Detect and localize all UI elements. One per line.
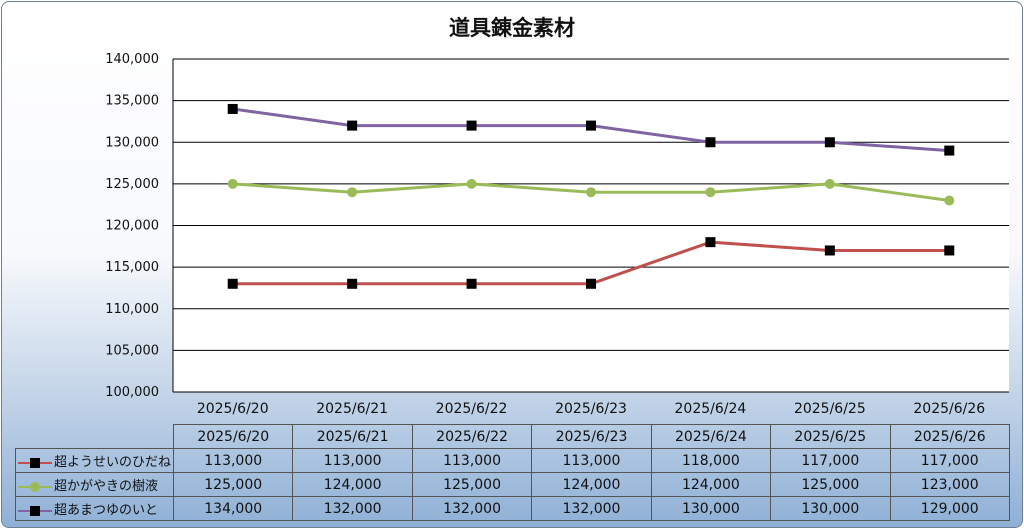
legend-label: 超かがやきの樹液 [54, 479, 159, 494]
data-point [705, 237, 716, 248]
data-point [705, 187, 716, 198]
table-row: 超あまつゆのいと 134,000 132,000 132,000 132,000 130,… [15, 496, 1010, 521]
table-cell: 129,000 [889, 496, 1010, 521]
data-point [824, 178, 835, 189]
data-point [466, 178, 477, 189]
table-cell: 132,000 [292, 496, 413, 521]
x-tick-label: 2025/6/20 [197, 401, 269, 417]
y-tick-label: 120,000 [105, 219, 159, 234]
table-cell: 130,000 [770, 496, 891, 521]
table-cell: 113,000 [531, 448, 652, 473]
table-cell: 124,000 [531, 472, 652, 497]
table-row: 超かがやきの樹液 125,000 124,000 125,000 124,000 124,… [15, 472, 1010, 497]
chart-title: 道具錬金素材 [449, 16, 575, 40]
table-corner [16, 425, 174, 449]
table-cell: 118,000 [650, 448, 772, 473]
table-cell: 113,000 [292, 448, 413, 473]
data-point [944, 195, 955, 206]
data-point [824, 137, 835, 148]
table-cell: 117,000 [889, 448, 1010, 473]
data-point [347, 120, 358, 131]
data-point [227, 103, 238, 114]
data-point [586, 278, 596, 289]
data-point [466, 278, 477, 289]
table-row: 超ようせいのひだね 113,000 113,000 113,000 113,000 118… [15, 448, 1010, 473]
legend-label: 超ようせいのひだね [54, 455, 172, 470]
legend-key [18, 457, 52, 469]
table-header-cell: 2025/6/26 [889, 424, 1010, 449]
table-header-cell: 2025/6/21 [292, 424, 413, 449]
data-table: 2025/6/20 2025/6/21 2025/6/22 2025/6/23 2025… [15, 424, 1010, 521]
legend-entry: 超ようせいのひだね [15, 448, 174, 473]
table-cell: 124,000 [650, 472, 772, 497]
data-point [227, 178, 238, 189]
y-tick-label: 100,000 [105, 385, 159, 400]
table-cell: 117,000 [770, 448, 891, 473]
table-cell: 130,000 [650, 496, 772, 521]
y-tick-label: 105,000 [105, 343, 159, 358]
table-cell: 134,000 [172, 496, 294, 521]
table-cell: 125,000 [172, 472, 294, 497]
table-cell: 132,000 [411, 496, 533, 521]
data-point [586, 187, 596, 198]
data-point [586, 120, 596, 131]
x-tick-label: 2025/6/26 [913, 401, 985, 417]
table-cell: 113,000 [172, 448, 294, 473]
y-tick-label: 110,000 [105, 302, 159, 317]
x-tick-label: 2025/6/23 [555, 401, 627, 417]
line-chart: 100,000 105,000 110,000 115,000 120,000 125,0… [105, 52, 1009, 417]
table-header-cell: 2025/6/23 [531, 424, 652, 449]
data-point [347, 187, 358, 198]
legend-entry: 超かがやきの樹液 [15, 472, 174, 497]
table-cell: 113,000 [411, 448, 533, 473]
data-point [227, 278, 238, 289]
x-tick-label: 2025/6/22 [436, 401, 508, 417]
table-cell: 132,000 [531, 496, 652, 521]
y-tick-label: 135,000 [105, 94, 159, 109]
y-tick-label: 130,000 [105, 135, 159, 150]
data-point [944, 145, 955, 156]
table-header-cell: 2025/6/20 [172, 424, 294, 449]
table-header-cell: 2025/6/25 [770, 424, 891, 449]
data-point [944, 245, 955, 256]
data-point [466, 120, 477, 131]
data-point [347, 278, 358, 289]
table-cell: 123,000 [889, 472, 1010, 497]
table-cell: 124,000 [292, 472, 413, 497]
y-tick-label: 140,000 [105, 52, 159, 67]
legend-label: 超あまつゆのいと [54, 503, 159, 518]
y-tick-label: 115,000 [105, 260, 159, 275]
x-tick-label: 2025/6/21 [316, 401, 388, 417]
data-point [824, 245, 835, 256]
table-cell: 125,000 [770, 472, 891, 497]
table-cell: 125,000 [411, 472, 533, 497]
table-header-cell: 2025/6/22 [411, 424, 533, 449]
table-header-cell: 2025/6/24 [650, 424, 772, 449]
x-tick-label: 2025/6/25 [794, 401, 866, 417]
legend-entry: 超あまつゆのいと [15, 496, 174, 521]
y-tick-label: 125,000 [105, 177, 159, 192]
legend-key [18, 505, 52, 517]
x-tick-label: 2025/6/24 [675, 401, 747, 417]
data-point [705, 137, 716, 148]
legend-key [18, 481, 52, 493]
